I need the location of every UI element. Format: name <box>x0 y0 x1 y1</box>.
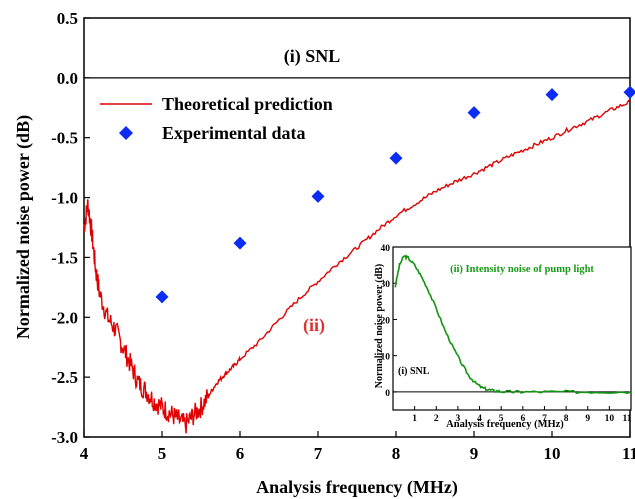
experimental-data-point <box>467 106 481 120</box>
main-y-tick-label: -3.0 <box>51 428 78 447</box>
main-y-tick-label: -2.5 <box>51 368 78 387</box>
experimental-data-point <box>389 151 403 165</box>
main-plot: 4 5 6 7 8 9 10 11 0.50.0-0.5-1.0-1.5-2.0-2.5-3.… <box>13 9 635 498</box>
main-snl-annotation: (i) SNL <box>284 46 341 67</box>
experimental-data-points <box>155 85 635 304</box>
inset-x-tick-label: 2 <box>434 414 439 424</box>
experimental-data-point <box>311 189 325 203</box>
experimental-data-point <box>545 88 559 102</box>
main-x-tick-label: 11 <box>622 444 635 463</box>
main-x-tick-label: 10 <box>544 444 561 463</box>
main-y-tick-label: -2.0 <box>51 308 78 327</box>
main-x-ticks: 4 5 6 7 8 9 10 11 <box>80 431 635 463</box>
main-y-tick-label: -1.0 <box>51 189 78 208</box>
main-y-tick-label: -0.5 <box>51 129 78 148</box>
main-x-tick-label: 7 <box>314 444 323 463</box>
inset-x-tick-label: 8 <box>564 414 569 424</box>
main-x-tick-label: 6 <box>236 444 245 463</box>
inset-y-tick-label: 30 <box>381 280 391 290</box>
inset-x-axis-label: Analysis frequency (MHz) <box>446 419 564 430</box>
inset-x-tick-label: 10 <box>605 414 615 424</box>
inset-x-tick-label: 3 <box>456 414 461 424</box>
inset-plot-frame <box>392 246 632 411</box>
inset-x-tick-label: 5 <box>499 414 504 424</box>
inset-plot: 1 2 3 4 5 6 7 8 9 10 11 40 30 20 10 0 (ii) Intensity n… <box>374 244 632 430</box>
legend-experiment-label: Experimental data <box>162 123 306 143</box>
inset-background <box>393 247 631 410</box>
pump-intensity-noise-line <box>394 254 632 395</box>
inset-x-tick-label: 11 <box>623 414 632 424</box>
inset-x-tick-label: 7 <box>542 414 547 424</box>
main-x-tick-label: 5 <box>158 444 167 463</box>
inset-title: (ii) Intensity noise of pump light <box>450 264 594 275</box>
main-y-tick-label: 0.5 <box>57 9 78 28</box>
main-y-axis-label: Normalized noise power (dB) <box>13 115 34 339</box>
main-y-tick-label: 0.0 <box>57 69 78 88</box>
experimental-data-point <box>623 85 635 99</box>
inset-snl-annotation: (i) SNL <box>398 366 430 377</box>
experimental-data-point <box>155 290 169 304</box>
main-x-tick-label: 4 <box>80 444 89 463</box>
inset-y-tick-label: 20 <box>381 316 391 326</box>
inset-x-tick-label: 6 <box>520 414 525 424</box>
legend-experiment-swatch <box>119 126 133 140</box>
inset-y-tick-label: 0 <box>385 389 390 399</box>
main-ii-annotation: (ii) <box>303 315 325 336</box>
inset-y-tick-label: 10 <box>381 353 391 363</box>
main-y-tick-label: -1.5 <box>51 248 78 267</box>
inset-x-ticks: 1 2 3 4 5 6 7 8 9 10 11 <box>412 406 632 424</box>
inset-y-tick-label: 40 <box>381 244 391 254</box>
main-x-axis-label: Analysis frequency (MHz) <box>256 477 458 498</box>
theoretical-prediction-line <box>83 99 631 434</box>
legend-theory-label: Theoretical prediction <box>162 94 333 114</box>
inset-y-axis-label: Normalized noise power (dB) <box>374 264 385 389</box>
inset-x-tick-label: 1 <box>412 414 417 424</box>
inset-x-tick-label: 9 <box>585 414 590 424</box>
main-legend: Theoretical prediction Experimental data <box>100 94 333 143</box>
main-x-tick-label: 9 <box>470 444 479 463</box>
inset-x-tick-label: 4 <box>477 414 482 424</box>
main-y-ticks: 0.5 0.0 -0.5 -1.0 -1.5 -2.0 -2.5 -3.0 <box>51 9 90 447</box>
experimental-data-point <box>233 236 247 250</box>
main-x-tick-label: 8 <box>392 444 401 463</box>
